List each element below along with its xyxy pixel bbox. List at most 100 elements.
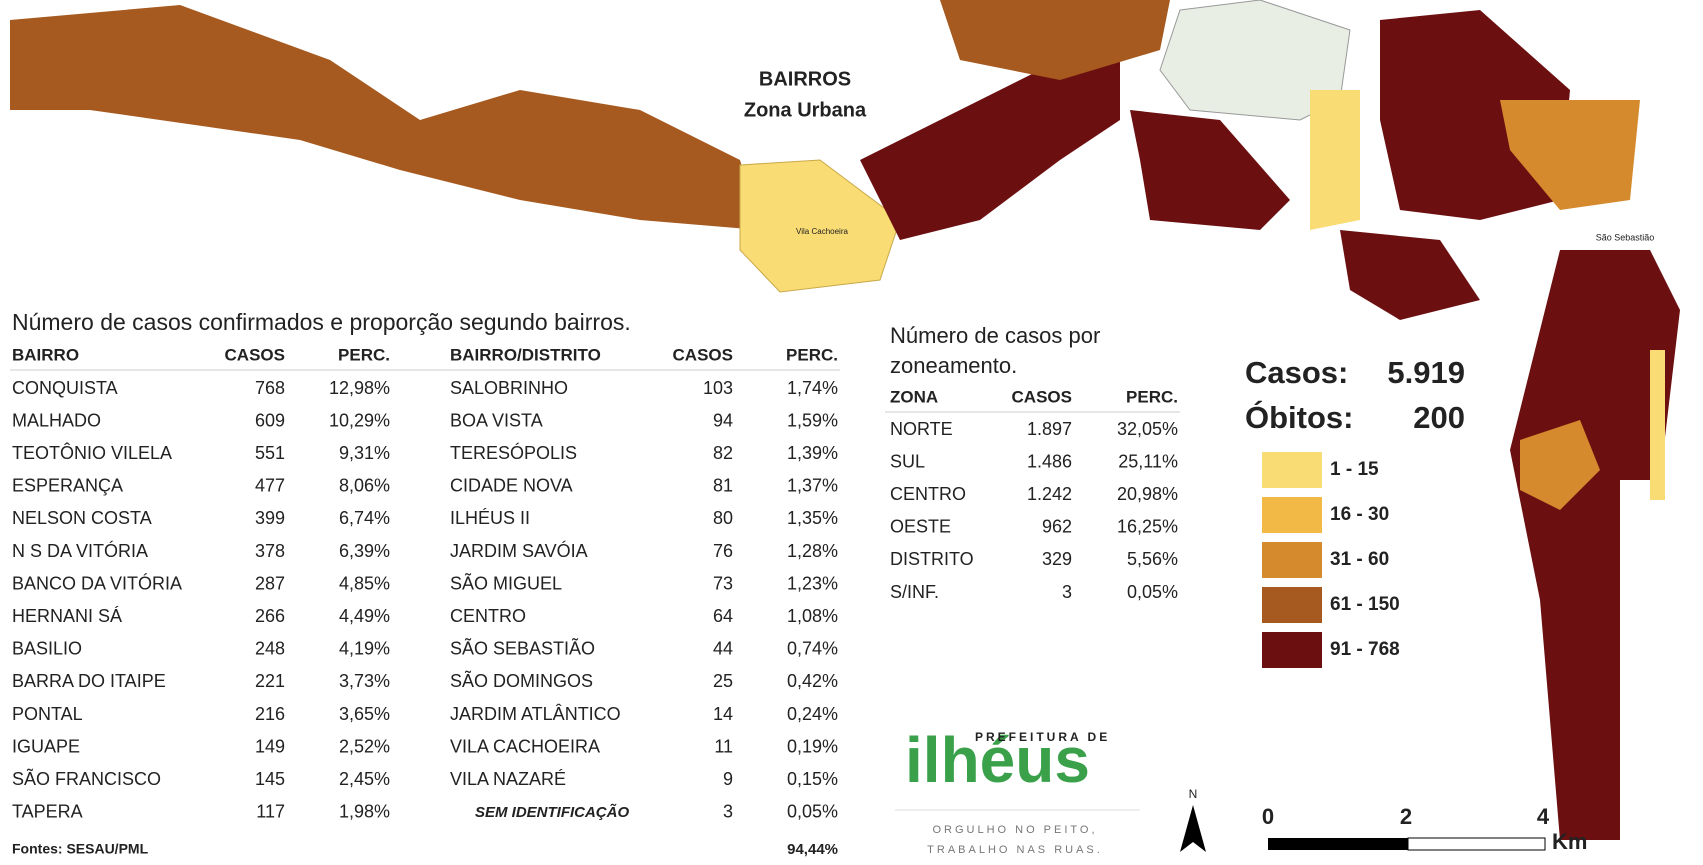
map: BAIRROS Zona Urbana Vila Cachoeira São S… <box>10 0 1680 840</box>
north-label: N <box>1189 787 1198 801</box>
map-label: São Sebastião <box>1596 232 1655 242</box>
table-cell: 76 <box>713 541 733 561</box>
column-header: ZONA <box>890 387 938 406</box>
table-cell: 1,59% <box>787 410 838 430</box>
table-cell: 1,98% <box>339 802 390 822</box>
column-header: CASOS <box>1012 387 1072 406</box>
table-cell: BOA VISTA <box>450 410 543 430</box>
scale-segment <box>1268 838 1408 850</box>
table-cell: SEM IDENTIFICAÇÃO <box>475 803 630 821</box>
legend-swatch <box>1262 587 1322 623</box>
table-cell: 25 <box>713 671 733 691</box>
table-cell: 3 <box>1062 582 1072 602</box>
column-header: CASOS <box>225 345 285 364</box>
table-cell: 12,98% <box>329 378 390 398</box>
logo-name: ilhéus <box>905 724 1090 796</box>
table-cell: TAPERA <box>12 802 83 822</box>
table-cell: BASILIO <box>12 639 82 659</box>
table-cell: SÃO DOMINGOS <box>450 670 593 691</box>
table-cell: VILA NAZARÉ <box>450 769 566 789</box>
table-cell: 378 <box>255 541 285 561</box>
table-title: Número de casos confirmados e proporção … <box>12 309 631 335</box>
column-header: PERC. <box>1126 387 1178 406</box>
map-region <box>860 30 1120 240</box>
table-cell: 221 <box>255 671 285 691</box>
table-cell: TERESÓPOLIS <box>450 442 577 463</box>
table-cell: 1,28% <box>787 541 838 561</box>
table-cell: SUL <box>890 451 925 471</box>
table-cell: 0,15% <box>787 769 838 789</box>
table-cell: 0,19% <box>787 736 838 756</box>
table-cell: 1,74% <box>787 378 838 398</box>
table-cell: 329 <box>1042 549 1072 569</box>
scale-label: 2 <box>1400 804 1412 829</box>
table-cell: 399 <box>255 508 285 528</box>
cases-label: Casos: <box>1245 355 1348 390</box>
table-cell: 149 <box>255 736 285 756</box>
tables: Número de casos confirmados e proporção … <box>10 309 1180 858</box>
table-cell: 3,73% <box>339 671 390 691</box>
map-label: Vila Cachoeira <box>796 227 848 236</box>
table-cell: NORTE <box>890 419 953 439</box>
table-cell: JARDIM ATLÂNTICO <box>450 704 621 724</box>
map-subtitle: Zona Urbana <box>744 99 867 121</box>
column-header: CASOS <box>673 345 733 364</box>
map-region <box>940 0 1170 80</box>
map-region <box>1380 10 1570 220</box>
table-cell: 768 <box>255 378 285 398</box>
logo-brand: PREFEITURA DE <box>975 730 1110 744</box>
table-cell: 1,23% <box>787 573 838 593</box>
legend-label: 91 - 768 <box>1330 639 1400 660</box>
table-cell: 551 <box>255 443 285 463</box>
table-cell: 103 <box>703 378 733 398</box>
table-cell: 6,39% <box>339 541 390 561</box>
column-header: BAIRRO/DISTRITO <box>450 345 601 364</box>
table-source: Fontes: SESAU/PML <box>12 841 149 857</box>
legend-swatch <box>1262 452 1322 488</box>
map-region <box>1500 100 1640 210</box>
logo-slogan: ORGULHO NO PEITO, <box>932 824 1097 836</box>
scale-label: 0 <box>1262 804 1274 829</box>
table-cell: VILA CACHOEIRA <box>450 736 600 756</box>
legend-swatch <box>1262 632 1322 668</box>
map-region <box>1650 350 1665 500</box>
table-cell: 82 <box>713 443 733 463</box>
deaths-label: Óbitos: <box>1245 399 1354 435</box>
table-cell: 8,06% <box>339 476 390 496</box>
table-cell: 32,05% <box>1117 419 1178 439</box>
map-region <box>1340 230 1480 320</box>
table-cell: CIDADE NOVA <box>450 476 573 496</box>
table-cell: 5,56% <box>1127 549 1178 569</box>
table-cell: 20,98% <box>1117 484 1178 504</box>
scale-unit: Km <box>1552 829 1587 854</box>
table-cell: 81 <box>713 476 733 496</box>
column-header: PERC. <box>338 345 390 364</box>
cases-value: 5.919 <box>1387 355 1465 390</box>
table-cell: 1,37% <box>787 476 838 496</box>
table-cell: 3 <box>723 802 733 822</box>
table-title: zoneamento. <box>890 353 1017 378</box>
scale-label: 4 <box>1537 804 1550 829</box>
table-cell: BANCO DA VITÓRIA <box>12 572 182 593</box>
table-cell: 248 <box>255 639 285 659</box>
legend-swatch <box>1262 542 1322 578</box>
table-cell: 145 <box>255 769 285 789</box>
table-cell: 4,49% <box>339 606 390 626</box>
table-cell: HERNANI SÁ <box>12 606 122 626</box>
summary: Casos: 5.919 Óbitos: 200 1 - 15 16 - 30 31 - 6… <box>1245 355 1465 668</box>
table-cell: DISTRITO <box>890 549 974 569</box>
table-cell: 0,05% <box>787 802 838 822</box>
table-cell: 1.242 <box>1027 484 1072 504</box>
table-cell: 1.897 <box>1027 419 1072 439</box>
table-cell: BARRA DO ITAIPE <box>12 671 166 691</box>
table-cell: N S DA VITÓRIA <box>12 540 148 561</box>
table-cell: 25,11% <box>1118 451 1178 471</box>
table-cell: 609 <box>255 410 285 430</box>
table-cell: 11 <box>714 736 733 756</box>
table-cell: 477 <box>255 476 285 496</box>
table-cell: 962 <box>1042 517 1072 537</box>
table-cell: 117 <box>256 802 285 822</box>
table-title: Número de casos por <box>890 323 1100 348</box>
scale-bar: 0 2 4 Km <box>1262 804 1588 854</box>
map-region <box>1520 420 1600 510</box>
